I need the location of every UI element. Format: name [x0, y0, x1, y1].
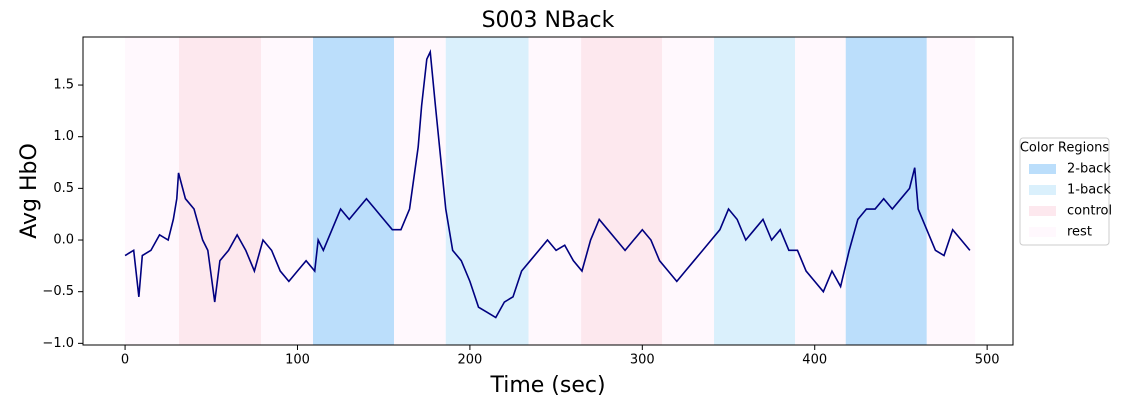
legend-title: Color Regions	[1020, 141, 1110, 156]
legend-swatch	[1029, 185, 1056, 195]
y-axis-label: Avg HbO	[17, 143, 42, 239]
x-tick-label: 0	[121, 353, 129, 368]
x-axis-label: Time (sec)	[489, 373, 605, 398]
x-tick-label: 400	[802, 353, 827, 368]
legend-label: control	[1067, 204, 1112, 219]
region	[394, 37, 446, 345]
x-tick-label: 300	[630, 353, 655, 368]
y-tick-label: 0.0	[53, 233, 74, 248]
legend-label: 1-back	[1067, 183, 1111, 198]
y-tick-label: 0.5	[53, 181, 74, 196]
y-tick-label: −0.5	[42, 284, 74, 299]
region	[445, 37, 529, 345]
legend-swatch	[1029, 164, 1056, 174]
x-tick-label: 100	[285, 353, 310, 368]
x-tick-label: 200	[457, 353, 482, 368]
x-tick-label: 500	[975, 353, 1000, 368]
region	[795, 37, 846, 345]
region	[528, 37, 582, 345]
plot-frame	[82, 36, 1014, 346]
legend-label: 2-back	[1067, 162, 1111, 177]
legend-label: rest	[1067, 225, 1092, 240]
region	[179, 37, 262, 345]
region	[125, 37, 180, 345]
region	[313, 37, 395, 345]
region	[581, 37, 663, 345]
y-tick-label: 1.0	[53, 129, 74, 144]
region	[662, 37, 715, 345]
data-line	[124, 49, 971, 319]
region	[261, 37, 313, 345]
chart-title: S003 NBack	[482, 8, 615, 33]
legend-swatch	[1029, 206, 1056, 216]
legend-swatch	[1029, 227, 1056, 237]
region	[714, 37, 796, 345]
region	[926, 37, 976, 345]
y-tick-label: 1.5	[53, 78, 74, 93]
region	[845, 37, 927, 345]
y-tick-label: −1.0	[42, 336, 74, 351]
